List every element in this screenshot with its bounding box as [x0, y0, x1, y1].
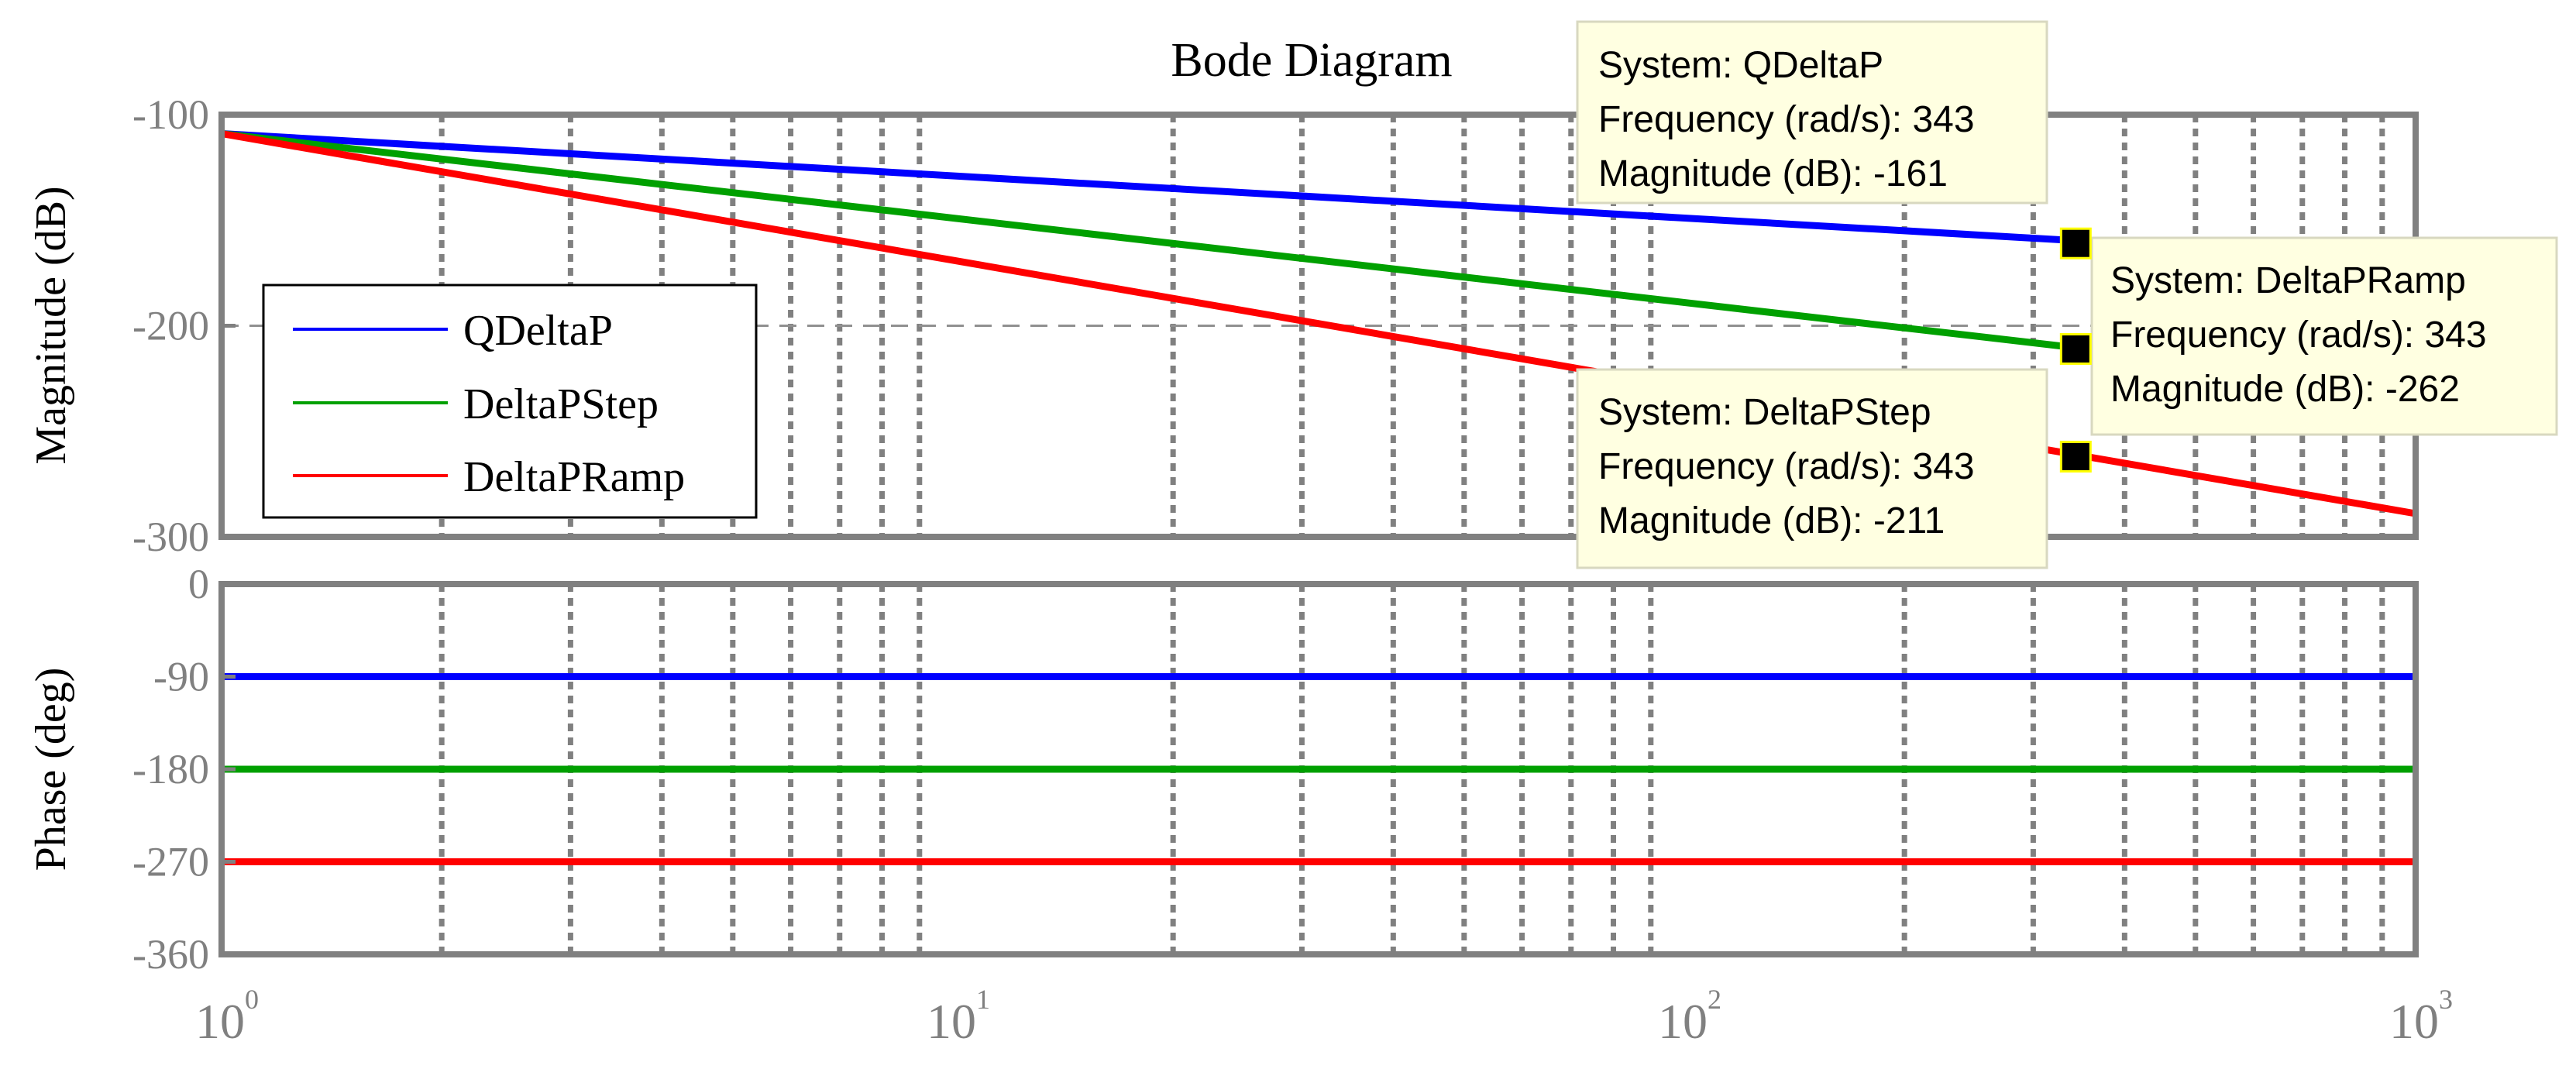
x-tick-label: 100 [195, 984, 259, 1049]
y-tick-label: -100 [132, 91, 209, 138]
y-tick-label: -300 [132, 514, 209, 560]
y-tick-label: -200 [132, 303, 209, 349]
magnitude-series [221, 130, 2416, 517]
x-tick-label: 102 [1658, 984, 1721, 1049]
magnitude-y-ticks: -100 -200 -300 [132, 91, 236, 560]
datatip-deltapstep-frequency: Frequency (rad/s): 343 [1598, 446, 1975, 487]
legend-label-deltapstep: DeltaPStep [463, 380, 659, 428]
chart-title: Bode Diagram [1171, 34, 1452, 87]
datatip-deltapstep-system: System: DeltaPStep [1598, 392, 1931, 433]
datatip-deltapramp-system: System: DeltaPRamp [2110, 260, 2466, 301]
datatip-deltapstep[interactable]: System: DeltaPStep Frequency (rad/s): 34… [1576, 368, 2048, 569]
datatip-deltapramp[interactable]: System: DeltaPRamp Frequency (rad/s): 34… [2090, 236, 2558, 436]
y-tick-label: -180 [132, 746, 209, 792]
datatip-deltapstep-magnitude: Magnitude (dB): -211 [1598, 500, 1945, 541]
x-tick-label: 103 [2389, 984, 2453, 1049]
y-tick-label: -90 [153, 654, 209, 700]
legend: QDeltaP DeltaPStep DeltaPRamp [262, 284, 758, 519]
magnitude-axes: -100 -200 -300 Magnitude (dB) [27, 91, 2419, 560]
datatip-marker [2059, 227, 2092, 260]
phase-ylabel: Phase (deg) [27, 668, 75, 871]
magnitude-ylabel: Magnitude (dB) [27, 186, 75, 464]
datatip-deltapramp-frequency: Frequency (rad/s): 343 [2110, 315, 2487, 356]
x-axis-ticks: 100 101 102 103 [195, 984, 2453, 1049]
datatip-qdeltap[interactable]: System: QDeltaP Frequency (rad/s): 343 M… [1576, 20, 2048, 205]
datatip-deltapramp-box [2090, 236, 2558, 436]
y-tick-label: 0 [188, 561, 209, 607]
datatip-qdeltap-frequency: Frequency (rad/s): 343 [1598, 99, 1975, 140]
phase-series [222, 673, 2416, 865]
phase-axes: 0 -90 -180 -270 -360 Phase (deg) [27, 561, 2419, 978]
legend-label-qdeltap: QDeltaP [463, 307, 613, 355]
datatip-qdeltap-system: System: QDeltaP [1598, 45, 1883, 86]
datatip-marker [2059, 332, 2092, 365]
datatip-marker [2059, 440, 2092, 473]
y-tick-label: -360 [132, 931, 209, 978]
x-tick-label: 101 [927, 984, 990, 1049]
datatip-qdeltap-box [1576, 20, 2048, 205]
datatip-markers [2059, 227, 2092, 473]
datatip-qdeltap-magnitude: Magnitude (dB): -161 [1598, 153, 1948, 194]
datatip-deltapramp-magnitude: Magnitude (dB): -262 [2110, 369, 2460, 410]
phase-y-ticks: 0 -90 -180 -270 -360 [132, 561, 236, 978]
magnitude-line-qdeltap [221, 130, 2416, 264]
magnitude-line-deltapstep [221, 130, 2416, 390]
legend-label-deltapramp: DeltaPRamp [463, 453, 685, 501]
datatip-deltapstep-box [1576, 368, 2048, 569]
y-tick-label: -270 [132, 839, 209, 885]
magnitude-line-deltapramp [221, 130, 2416, 517]
